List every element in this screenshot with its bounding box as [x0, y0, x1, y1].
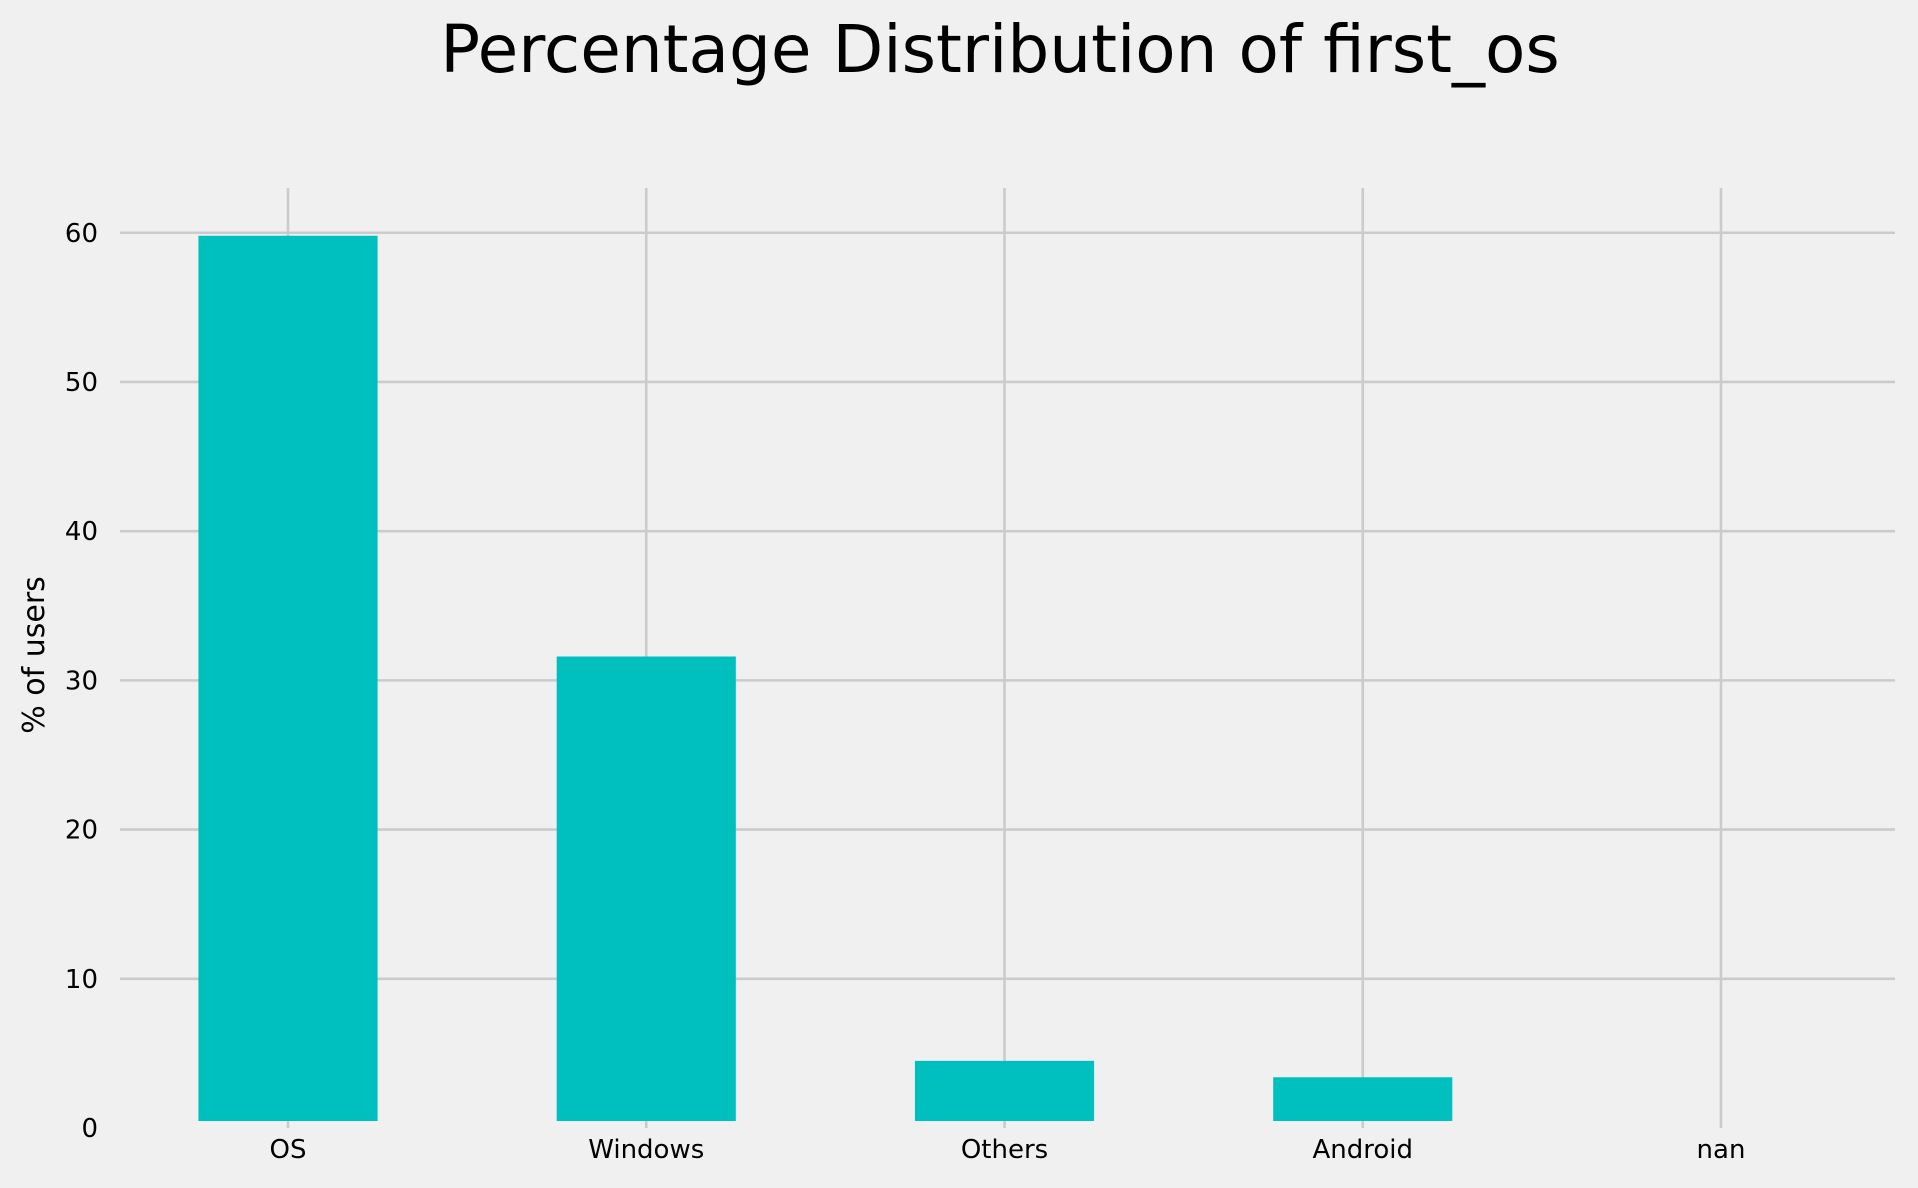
- x-tick-label: OS: [270, 1135, 307, 1165]
- y-tick-label: 60: [65, 219, 98, 249]
- y-tick-label: 50: [65, 368, 98, 398]
- bar-android: [1273, 1077, 1453, 1121]
- y-tick-label: 0: [81, 1114, 98, 1144]
- x-tick-label: nan: [1697, 1135, 1746, 1165]
- y-axis-label: % of users: [17, 576, 52, 734]
- grid-layer: [120, 188, 1895, 1128]
- bar-layer: [198, 235, 1453, 1121]
- chart-title: Percentage Distribution of first_os: [440, 11, 1560, 88]
- x-tick-label: Windows: [588, 1135, 704, 1165]
- y-tick-label: 10: [65, 965, 98, 995]
- y-tick-label: 20: [65, 816, 98, 846]
- x-tick-label: Android: [1312, 1135, 1413, 1165]
- y-tick-label: 40: [65, 517, 98, 547]
- x-tick-label: Others: [961, 1135, 1048, 1165]
- bar-windows: [556, 656, 736, 1121]
- bar-os: [198, 235, 378, 1121]
- tick-layer: 0 10 20 30 40 50 60 OS Windows Others Android nan: [65, 219, 1746, 1165]
- bar-others: [914, 1060, 1095, 1121]
- y-tick-label: 30: [65, 666, 98, 696]
